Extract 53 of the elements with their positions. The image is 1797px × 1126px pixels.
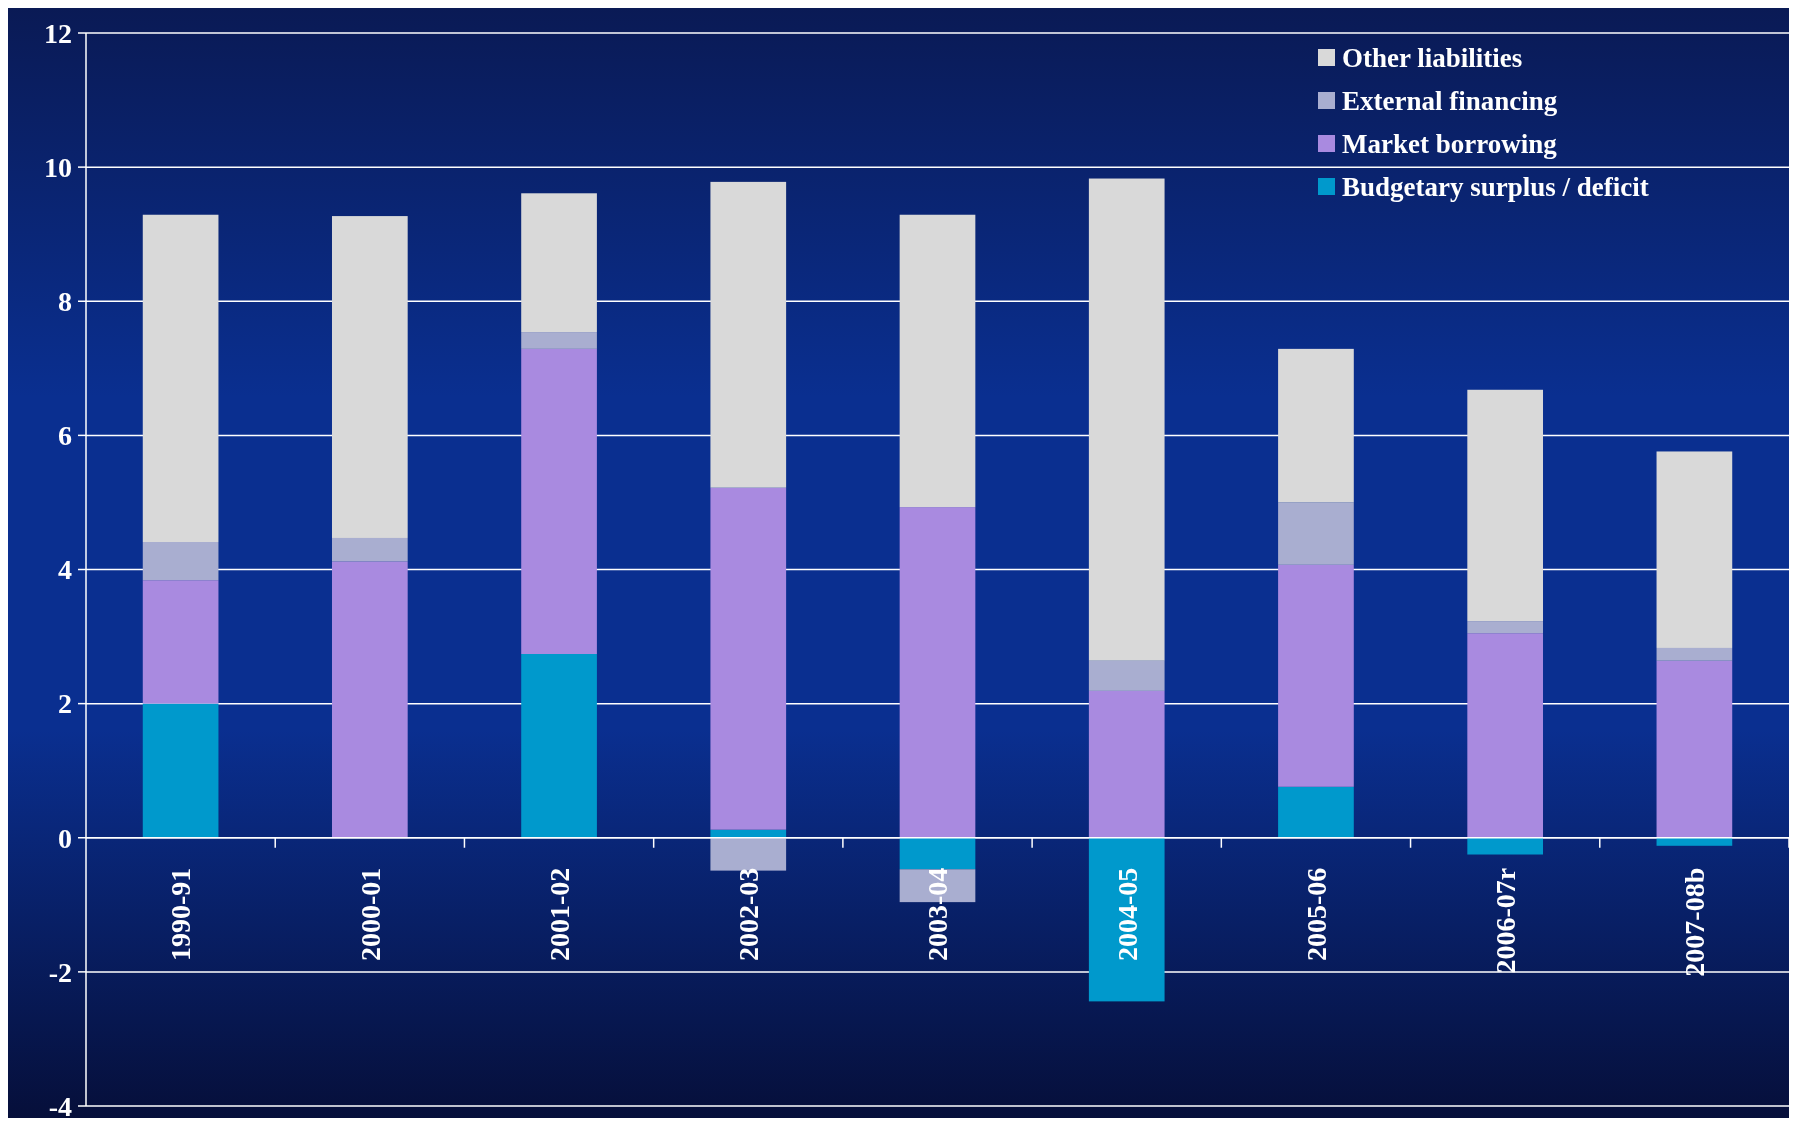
bar	[1088, 837, 1165, 1002]
y-tick-label: -4	[48, 1090, 72, 1122]
legend-label: External financing	[1342, 86, 1558, 117]
y-tick-label: 12	[44, 17, 72, 49]
bar	[1467, 621, 1544, 634]
bar	[1278, 564, 1354, 787]
bar	[1467, 389, 1544, 622]
bar	[899, 507, 976, 838]
y-tick-label: 2	[58, 688, 72, 720]
bar	[521, 348, 597, 654]
y-tick-label: 6	[58, 420, 72, 452]
y-tick-label: -2	[48, 956, 72, 988]
bar	[1467, 633, 1544, 838]
bar	[1278, 786, 1354, 838]
bar	[142, 214, 219, 542]
bar	[521, 193, 597, 333]
x-tick-label: 2006-07r	[1489, 867, 1521, 974]
bar	[331, 216, 408, 538]
x-tick-label: 2005-06	[1300, 867, 1332, 962]
y-tick-label: 8	[58, 286, 72, 318]
bar	[1088, 178, 1165, 661]
bar	[1467, 837, 1544, 855]
y-tick-label: 10	[44, 151, 72, 183]
bar	[331, 537, 408, 562]
x-tick-label: 2000-01	[354, 867, 386, 962]
x-tick-label: 1990-91	[165, 867, 197, 962]
bar	[1278, 502, 1354, 565]
bar	[899, 837, 976, 870]
x-tick-label: 2002-03	[733, 867, 765, 962]
bar	[1088, 690, 1165, 838]
y-tick-label: 0	[58, 822, 72, 854]
x-tick-label: 2003-04	[922, 867, 954, 962]
bar	[1656, 660, 1733, 838]
bar	[142, 580, 219, 704]
y-tick-label: 4	[58, 554, 72, 586]
x-tick-label: 2001-02	[543, 867, 575, 962]
legend-label: Budgetary surplus / deficit	[1342, 172, 1649, 203]
bar	[521, 654, 597, 838]
x-tick-label: 2004-05	[1111, 867, 1143, 962]
bar	[899, 214, 976, 508]
legend-label: Other liabilities	[1342, 43, 1523, 74]
bar	[142, 703, 219, 838]
bar	[1656, 451, 1733, 648]
bar	[1088, 660, 1165, 691]
bar	[331, 561, 408, 838]
bar	[142, 542, 219, 581]
x-tick-label: 2007-08b	[1679, 867, 1711, 977]
bar	[1656, 647, 1733, 661]
bar	[1278, 348, 1354, 503]
legend-label: Market borrowing	[1342, 129, 1558, 160]
bar	[710, 487, 787, 830]
bar	[710, 181, 787, 488]
bar	[521, 332, 597, 349]
